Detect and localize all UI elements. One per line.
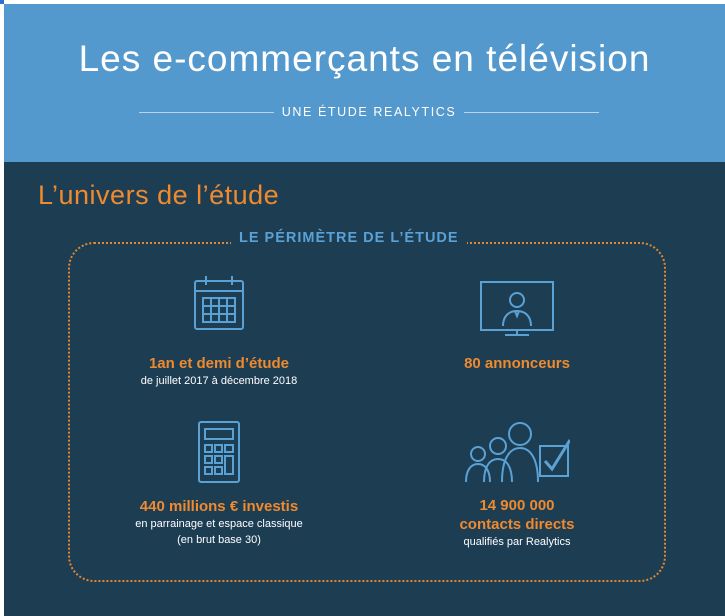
page-subtitle: UNE ÉTUDE REALYTICS: [281, 105, 457, 119]
stat-headline: 80 annonceurs: [464, 355, 570, 372]
stat-duration: 1an et demi d’étude de juillet 2017 à dé…: [104, 272, 334, 389]
stat-detail: de juillet 2017 à décembre 2018: [140, 375, 298, 387]
tv-presenter-icon: [480, 281, 554, 336]
stat-investment: 440 millions € investis en parrainage et…: [104, 420, 334, 548]
stat-headline: 14 900 000: [479, 497, 555, 514]
scope-box-label: LE PÉRIMÈTRE DE L’ÉTUDE: [231, 230, 467, 246]
stat-detail: (en brut base 30): [177, 534, 261, 546]
stat-detail: en parrainage et espace classique: [135, 518, 303, 530]
stat-headline: 440 millions € investis: [139, 498, 299, 515]
section-title: L’univers de l’étude: [38, 180, 280, 210]
stat-headline-line2: contacts directs: [459, 516, 575, 533]
stat-contacts: 14 900 000 contacts directs qualifiés pa…: [397, 420, 637, 550]
people-check-icon: [465, 422, 570, 483]
calculator-icon: [198, 421, 240, 483]
header-banner: Les e-commerçants en télévision UNE ÉTUD…: [4, 4, 725, 162]
calendar-icon: [194, 276, 244, 330]
stat-detail: qualifiés par Realytics: [463, 536, 571, 548]
subtitle-row: UNE ÉTUDE REALYTICS: [139, 102, 600, 122]
main-panel: L’univers de l’étude LE PÉRIMÈTRE DE L’É…: [4, 162, 725, 616]
stat-headline: 1an et demi d’étude: [148, 355, 290, 372]
stat-advertisers: 80 annonceurs: [397, 280, 637, 373]
subtitle-line-left: [139, 111, 274, 113]
subtitle-line-right: [464, 111, 600, 113]
corner-mark: [0, 0, 4, 4]
page-title: Les e-commerçants en télévision: [78, 38, 651, 79]
